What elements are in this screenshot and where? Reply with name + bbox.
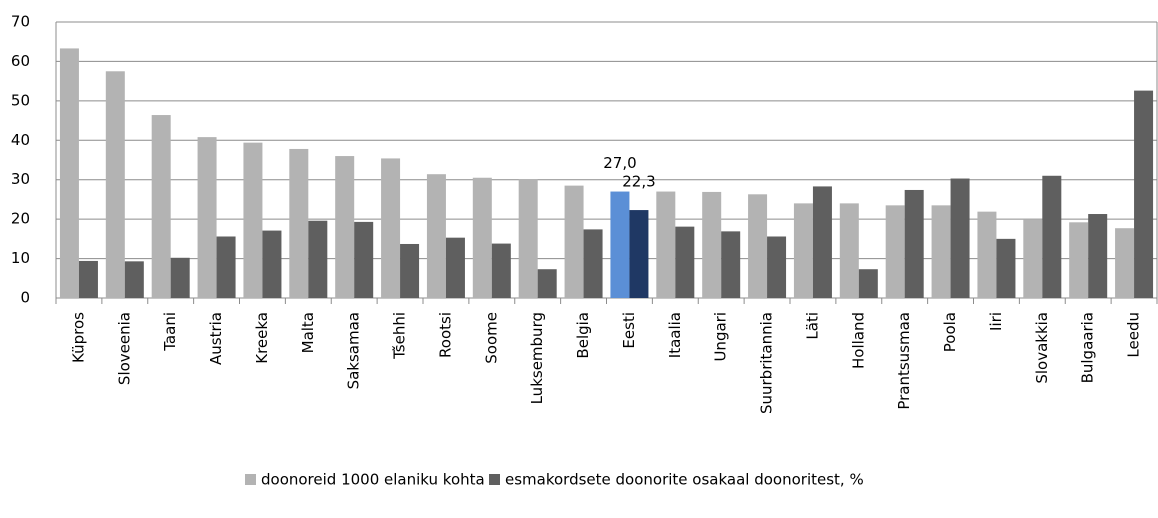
bar [197, 137, 217, 298]
bar [445, 237, 465, 298]
bar [564, 185, 584, 298]
y-tick-label: 70 [11, 13, 30, 31]
y-tick-label: 0 [20, 289, 30, 307]
bar [491, 243, 511, 298]
bar [656, 191, 676, 298]
bar [996, 238, 1016, 298]
bar [748, 194, 768, 298]
bar [289, 148, 309, 298]
bar [767, 236, 787, 298]
x-tick-label: Tšehhi [391, 312, 409, 360]
bar [904, 189, 924, 298]
data-label: 27,0 [603, 154, 636, 172]
bar [151, 115, 171, 299]
bar [950, 178, 970, 298]
bar [885, 205, 905, 298]
bar [426, 174, 446, 298]
bar [472, 177, 492, 298]
data-label: 22,3 [622, 173, 655, 191]
x-tick-label: Taani [161, 312, 179, 352]
x-tick-label: Saksamaa [345, 312, 363, 389]
x-tick-label: Rootsi [436, 312, 454, 358]
x-tick-label: Sloveenia [115, 312, 133, 385]
y-tick-label: 30 [11, 170, 30, 188]
bar [977, 211, 997, 298]
bar [354, 221, 374, 298]
y-tick-label: 50 [11, 91, 30, 109]
x-tick-label: Holland [849, 312, 867, 369]
bar [629, 210, 649, 298]
bar [702, 191, 722, 298]
x-tick-label: Itaalia [666, 312, 684, 358]
x-tick-label: Kreeka [253, 312, 271, 364]
x-tick-label: Austria [207, 312, 225, 365]
bar [1042, 175, 1062, 298]
y-tick-label: 40 [11, 131, 30, 149]
x-tick-label: Küpros [69, 312, 87, 363]
x-tick-label: Slovakkia [1033, 312, 1051, 384]
bar [518, 179, 538, 298]
legend-label: doonoreid 1000 elaniku kohta [261, 471, 485, 489]
x-tick-label: Ungari [712, 312, 730, 362]
bar [124, 261, 144, 298]
x-tick-label: Poola [941, 312, 959, 352]
bar [583, 229, 603, 298]
bar [839, 203, 859, 298]
x-tick-label: Iiri [987, 312, 1005, 331]
x-tick-label: Prantsusmaa [895, 312, 913, 410]
bar [675, 226, 695, 298]
legend-swatch [489, 474, 500, 485]
bar [170, 257, 190, 298]
bar [1069, 222, 1089, 298]
x-tick-label: Leedu [1125, 312, 1143, 358]
legend-swatch [245, 474, 256, 485]
bar [537, 269, 557, 298]
bar [610, 191, 630, 298]
bar [216, 236, 236, 298]
bar [1088, 214, 1108, 298]
bar [812, 186, 832, 298]
bar [59, 48, 79, 298]
y-tick-label: 10 [11, 249, 30, 267]
bar [1134, 90, 1154, 298]
bar [335, 156, 355, 298]
x-tick-label: Läti [803, 312, 821, 340]
bar [400, 243, 420, 298]
bar [1115, 228, 1135, 298]
legend-label: esmakordsete doonorite osakaal doonorite… [505, 471, 864, 489]
bar [858, 269, 878, 298]
x-tick-label: Eesti [620, 312, 638, 349]
bar [308, 220, 328, 298]
bar [931, 205, 951, 298]
x-tick-label: Belgia [574, 312, 592, 359]
y-tick-label: 20 [11, 210, 30, 228]
bar [793, 203, 813, 298]
bar [1023, 219, 1043, 298]
bar [721, 231, 741, 298]
x-tick-label: Luksemburg [528, 312, 546, 404]
bar [243, 142, 263, 298]
bar [381, 158, 401, 298]
bar [105, 71, 125, 299]
x-tick-label: Soome [482, 312, 500, 364]
y-tick-label: 60 [11, 52, 30, 70]
x-tick-label: Suurbritannia [758, 312, 776, 414]
bar [78, 260, 98, 298]
x-tick-label: Malta [299, 312, 317, 353]
bar [262, 230, 282, 298]
x-tick-label: Bulgaaria [1079, 312, 1097, 383]
